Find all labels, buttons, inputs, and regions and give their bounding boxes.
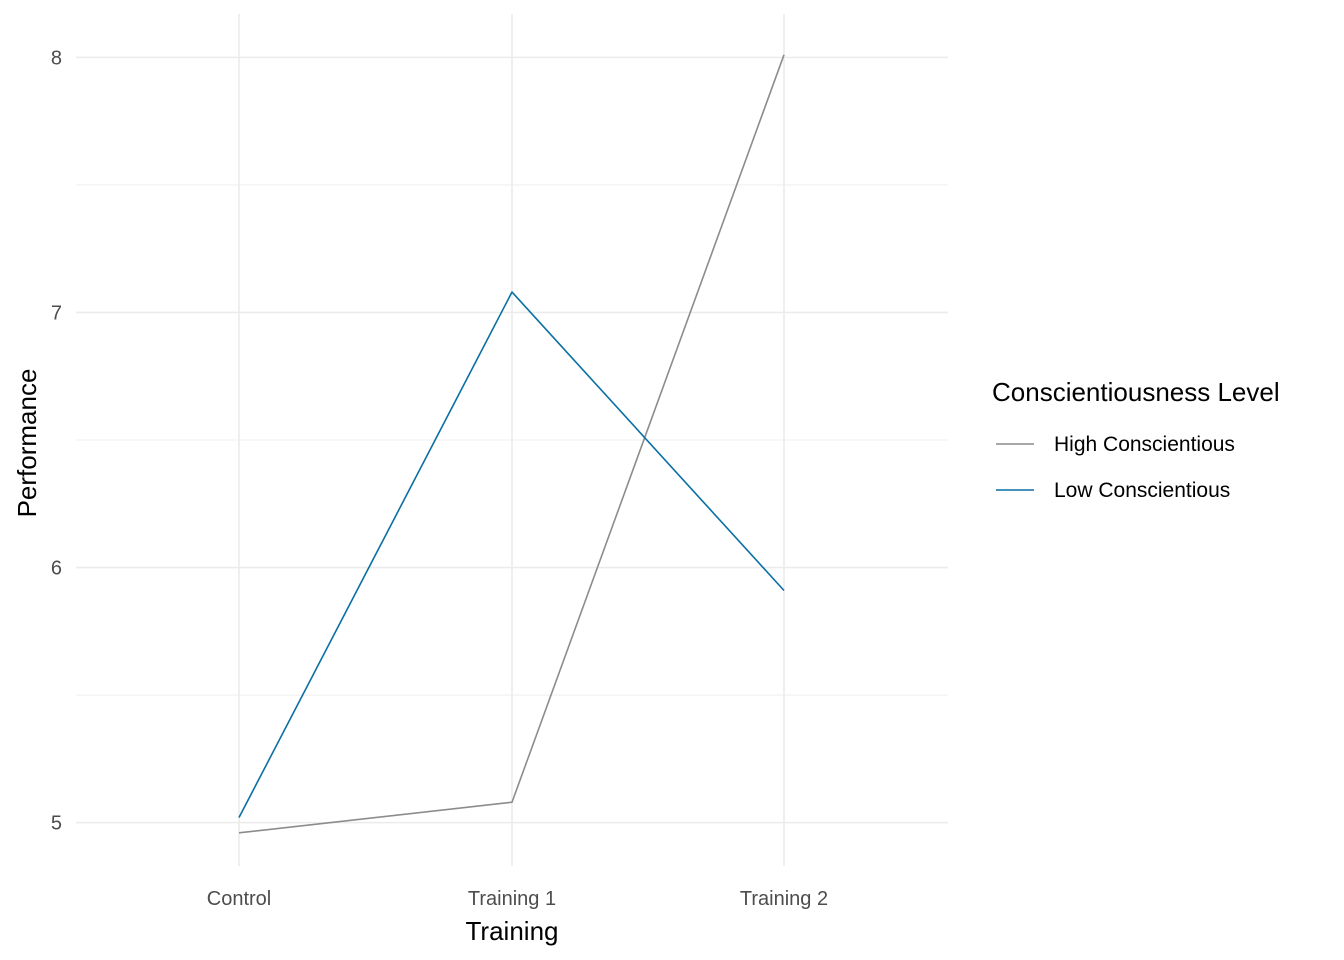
y-axis-title: Performance [12,369,42,518]
legend-label: Low Conscientious [1054,479,1230,502]
y-tick-label: 7 [51,302,62,324]
y-tick-label: 8 [51,47,62,69]
series-line-high-conscientious [238,54,785,834]
x-axis-title: Training [466,916,559,946]
x-axis-tick-labels: Control Training 1 Training 2 [207,888,828,910]
y-axis-tick-labels: 5 6 7 8 [51,47,62,834]
major-gridlines [76,14,948,866]
series-line-low-conscientious [238,291,785,818]
series-lines [238,54,785,834]
x-tick-label: Training 1 [468,888,556,910]
y-tick-label: 6 [51,558,62,580]
x-tick-label: Training 2 [740,888,828,910]
y-tick-label: 5 [51,813,62,835]
legend-label: High Conscientious [1054,433,1235,456]
legend: Conscientiousness Level High Conscientio… [992,377,1280,502]
legend-items: High Conscientious Low Conscientious [996,433,1235,502]
legend-title: Conscientiousness Level [992,377,1280,407]
x-tick-label: Control [207,888,271,910]
